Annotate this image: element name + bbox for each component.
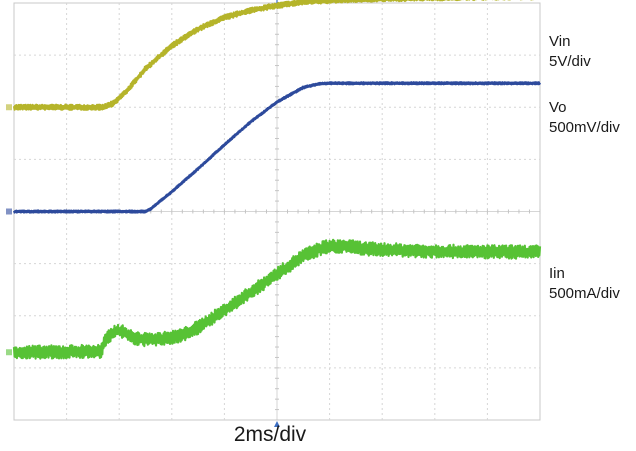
waveform-traces (6, 0, 542, 360)
timebase-label: 2ms/div (233, 423, 307, 446)
vo-label: Vo 500mV/div (549, 98, 620, 138)
trigger-position-marker (274, 421, 280, 427)
iin-scale: 500mA/div (549, 285, 620, 302)
vo-name: Vo (549, 99, 567, 116)
waveform-vin (12, 0, 535, 111)
waveform-iin (12, 238, 542, 360)
trace-vin (6, 0, 535, 111)
vin-name: Vin (549, 33, 571, 50)
waveform-vo (12, 81, 541, 214)
graticule (13, 0, 541, 427)
vin-scale: 5V/div (549, 53, 591, 70)
iin-label: Iin 500mA/div (549, 264, 620, 304)
channel-marker-iin (6, 349, 12, 356)
channel-marker-vo (6, 208, 12, 215)
vin-label: Vin 5V/div (549, 32, 591, 72)
trace-vo (6, 81, 541, 215)
iin-name: Iin (549, 265, 565, 282)
trace-iin (6, 238, 542, 360)
vo-scale: 500mV/div (549, 119, 620, 136)
channel-marker-vin (6, 104, 12, 111)
